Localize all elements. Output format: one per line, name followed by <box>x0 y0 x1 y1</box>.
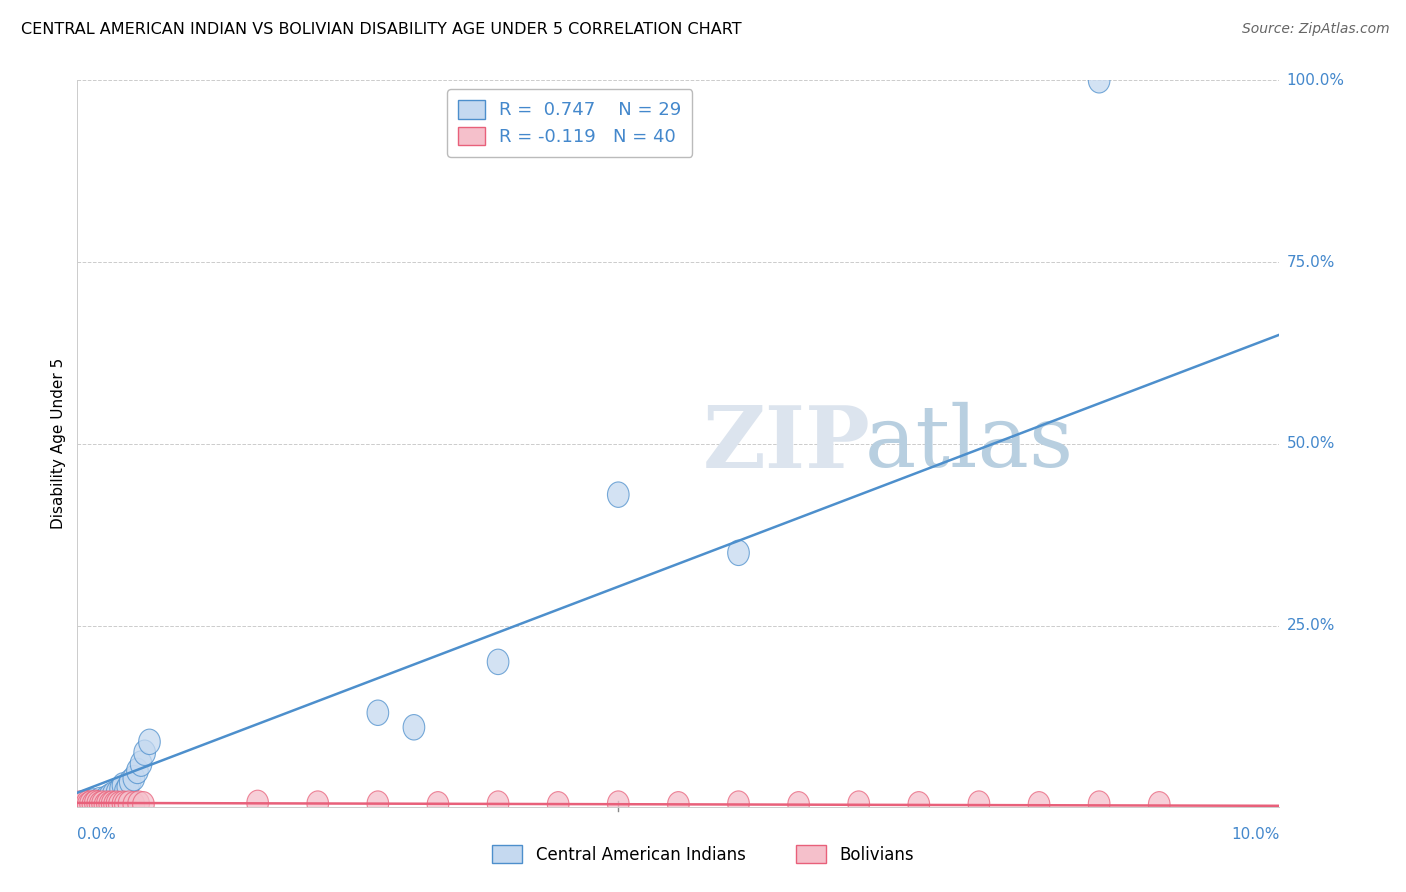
Ellipse shape <box>75 792 97 818</box>
Ellipse shape <box>73 790 96 815</box>
Ellipse shape <box>101 791 122 816</box>
Ellipse shape <box>307 791 329 816</box>
Ellipse shape <box>107 791 128 816</box>
Text: atlas: atlas <box>865 402 1074 485</box>
Ellipse shape <box>94 792 115 818</box>
Legend: R =  0.747    N = 29, R = -0.119   N = 40: R = 0.747 N = 29, R = -0.119 N = 40 <box>447 89 692 157</box>
Ellipse shape <box>1028 791 1050 817</box>
Ellipse shape <box>112 791 134 816</box>
Text: 0.0%: 0.0% <box>77 827 117 841</box>
Text: Source: ZipAtlas.com: Source: ZipAtlas.com <box>1241 22 1389 37</box>
Ellipse shape <box>108 791 131 817</box>
Ellipse shape <box>247 790 269 815</box>
Ellipse shape <box>1088 791 1109 816</box>
Ellipse shape <box>69 791 90 816</box>
Ellipse shape <box>728 540 749 566</box>
Ellipse shape <box>547 791 569 817</box>
Ellipse shape <box>488 649 509 674</box>
Ellipse shape <box>848 791 869 816</box>
Ellipse shape <box>98 791 121 817</box>
Ellipse shape <box>84 791 107 816</box>
Ellipse shape <box>908 791 929 817</box>
Ellipse shape <box>128 791 149 816</box>
Ellipse shape <box>139 729 160 755</box>
Ellipse shape <box>134 740 156 765</box>
Ellipse shape <box>367 700 388 725</box>
Ellipse shape <box>488 791 509 816</box>
Ellipse shape <box>728 791 749 816</box>
Ellipse shape <box>115 779 136 804</box>
Ellipse shape <box>87 791 108 816</box>
Ellipse shape <box>115 791 136 817</box>
Ellipse shape <box>132 791 155 817</box>
Ellipse shape <box>127 758 148 784</box>
Ellipse shape <box>112 772 134 798</box>
Ellipse shape <box>122 765 145 791</box>
Ellipse shape <box>787 791 810 817</box>
Ellipse shape <box>90 791 111 817</box>
Ellipse shape <box>84 790 107 815</box>
Ellipse shape <box>404 714 425 740</box>
Text: CENTRAL AMERICAN INDIAN VS BOLIVIAN DISABILITY AGE UNDER 5 CORRELATION CHART: CENTRAL AMERICAN INDIAN VS BOLIVIAN DISA… <box>21 22 742 37</box>
Text: 25.0%: 25.0% <box>1286 618 1334 633</box>
Ellipse shape <box>110 776 131 802</box>
Ellipse shape <box>120 769 141 795</box>
Ellipse shape <box>96 786 117 811</box>
Ellipse shape <box>97 791 118 816</box>
Ellipse shape <box>72 791 93 817</box>
Ellipse shape <box>76 791 98 816</box>
Ellipse shape <box>607 482 628 508</box>
Ellipse shape <box>103 781 124 807</box>
Ellipse shape <box>1149 791 1170 817</box>
Ellipse shape <box>367 791 388 816</box>
Ellipse shape <box>91 791 114 816</box>
Ellipse shape <box>77 792 98 818</box>
Ellipse shape <box>93 789 115 814</box>
Ellipse shape <box>90 788 111 813</box>
Legend: Central American Indians, Bolivians: Central American Indians, Bolivians <box>485 838 921 871</box>
Text: 100.0%: 100.0% <box>1286 73 1344 87</box>
Text: 10.0%: 10.0% <box>1232 827 1279 841</box>
Ellipse shape <box>80 791 101 817</box>
Ellipse shape <box>427 791 449 817</box>
Ellipse shape <box>73 791 94 816</box>
Ellipse shape <box>607 791 628 816</box>
Ellipse shape <box>668 791 689 817</box>
Text: ZIP: ZIP <box>703 401 870 486</box>
Ellipse shape <box>131 751 152 776</box>
Y-axis label: Disability Age Under 5: Disability Age Under 5 <box>51 359 66 529</box>
Text: 50.0%: 50.0% <box>1286 436 1334 451</box>
Text: 75.0%: 75.0% <box>1286 254 1334 269</box>
Ellipse shape <box>87 790 108 815</box>
Ellipse shape <box>77 789 98 815</box>
Ellipse shape <box>107 780 128 805</box>
Ellipse shape <box>104 791 125 817</box>
Ellipse shape <box>82 789 104 814</box>
Ellipse shape <box>1088 68 1109 93</box>
Ellipse shape <box>122 791 145 817</box>
Ellipse shape <box>98 784 121 809</box>
Ellipse shape <box>969 791 990 816</box>
Ellipse shape <box>82 791 104 817</box>
Ellipse shape <box>117 774 139 799</box>
Ellipse shape <box>118 791 139 816</box>
Ellipse shape <box>80 791 101 816</box>
